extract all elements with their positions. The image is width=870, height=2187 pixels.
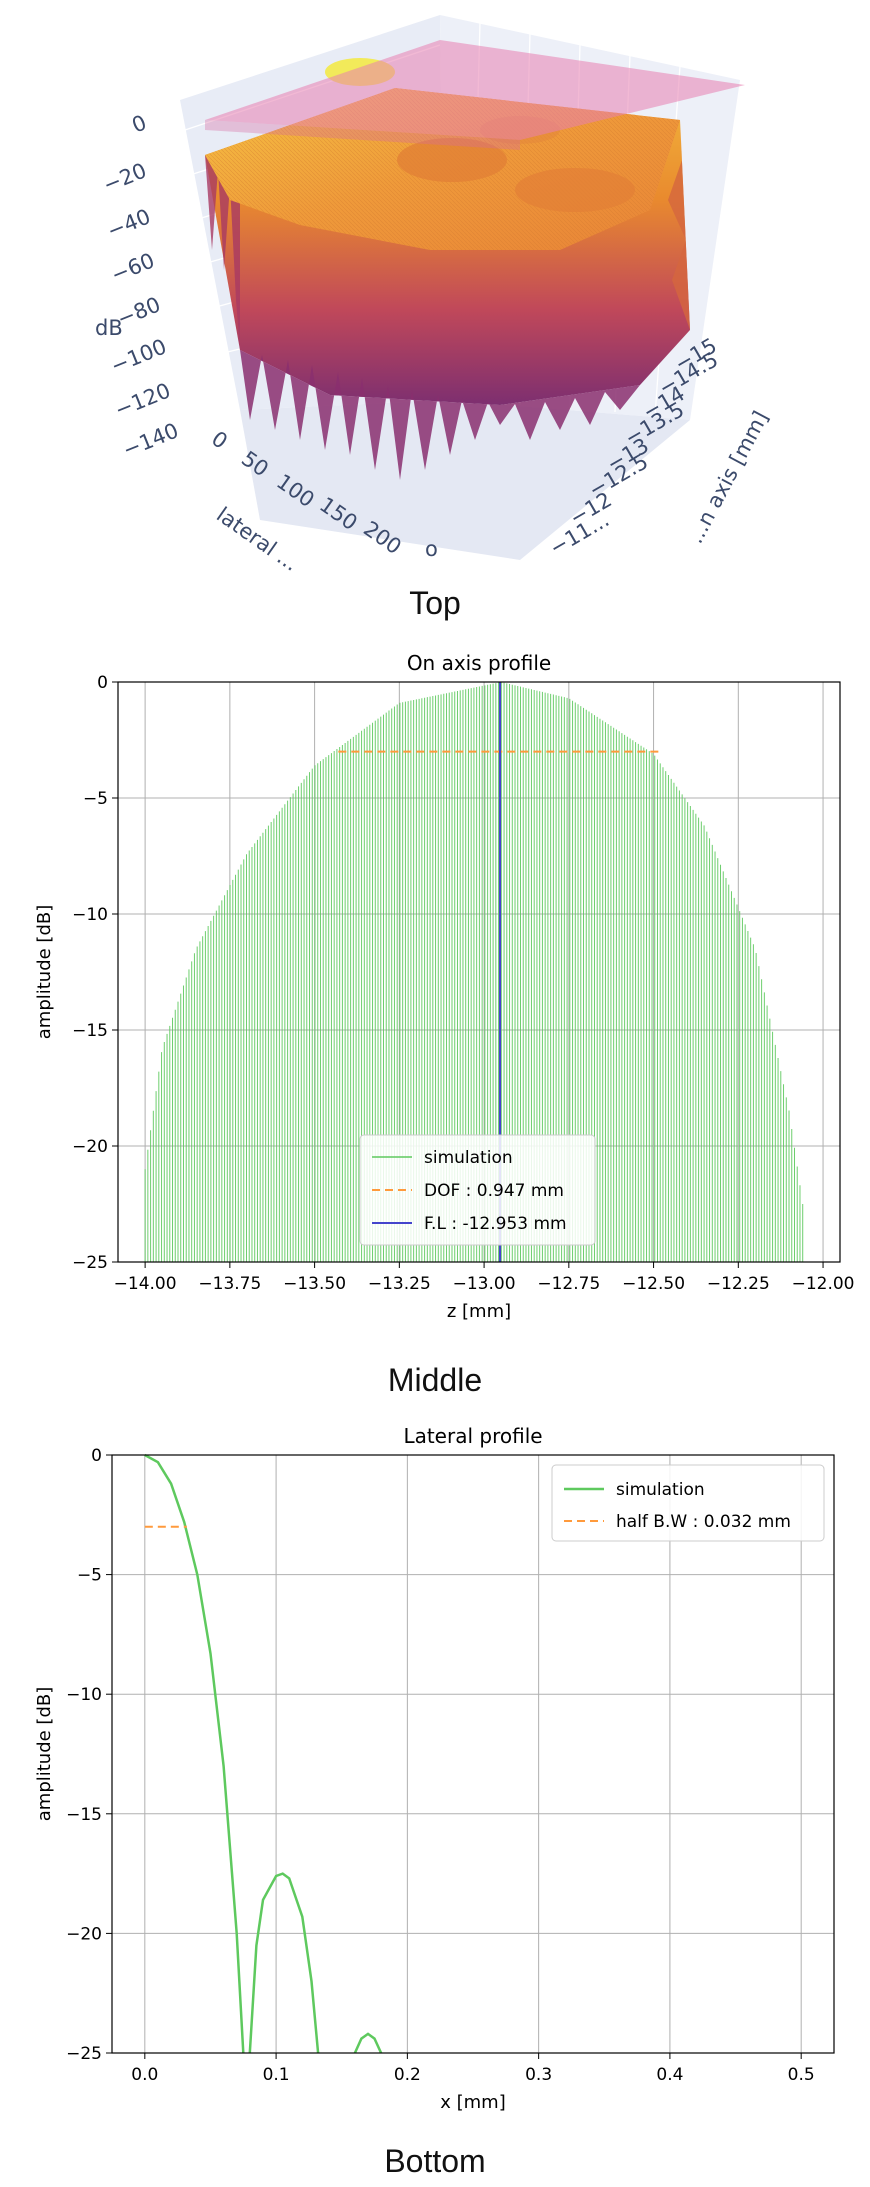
caption-bottom: Bottom (384, 2143, 486, 2179)
z-tick: −120 (111, 378, 173, 422)
surface-3d-plot: 0 −20 −40 −60 −80 −100 −120 −140 dB 0 50… (95, 15, 773, 576)
x-tick-label: 0.0 (131, 2065, 158, 2085)
caption-middle: Middle (387, 1362, 483, 1398)
chart-title: On axis profile (407, 651, 551, 675)
z-axis-ticks: 0 −20 −40 −60 −80 −100 −120 −140 (100, 110, 182, 462)
z-tick: −20 (100, 158, 150, 197)
y-tick-label: 0 (97, 673, 108, 693)
y-tick-label: −10 (72, 905, 108, 925)
x-tick-label: −12.25 (707, 1274, 770, 1294)
legend-label: half B.W : 0.032 mm (616, 1512, 791, 1532)
y-tick-label: −20 (66, 1924, 102, 1944)
x-tick-label: 0.3 (525, 2065, 552, 2085)
legend-label: DOF : 0.947 mm (424, 1181, 564, 1201)
x-tick-label: 0.5 (788, 2065, 815, 2085)
z-axis-label: dB (95, 316, 123, 340)
y-tick-label: −10 (66, 1685, 102, 1705)
x-tick-label: −12.50 (622, 1274, 685, 1294)
x-axis-label: x [mm] (440, 2092, 506, 2113)
y-tick-label: −5 (83, 789, 108, 809)
y-axis-label: ...n axis [mm] (683, 407, 773, 547)
caption-top: Top (409, 585, 461, 621)
y-tick-label: −5 (77, 1566, 102, 1586)
x-tick-label: −13.25 (368, 1274, 431, 1294)
x-tick-label: 0.2 (394, 2065, 421, 2085)
x-tick-label: −13.50 (283, 1274, 346, 1294)
y-axis-label: amplitude [dB] (34, 905, 55, 1040)
x-axis-label: z [mm] (447, 1301, 511, 1322)
legend-label: simulation (616, 1480, 705, 1500)
plot-frame (111, 1454, 835, 2054)
x-tick-label: −13.00 (453, 1274, 516, 1294)
y-axis-label: amplitude [dB] (34, 1687, 55, 1822)
x-tick-cut: o (425, 537, 438, 561)
x-tick-label: −12.00 (792, 1274, 855, 1294)
z-tick: −100 (107, 334, 169, 378)
x-tick: 0 (207, 426, 232, 453)
legend-label: F.L : -12.953 mm (424, 1214, 567, 1234)
threshold-plane (205, 40, 745, 140)
top-panel: 0 −20 −40 −60 −80 −100 −120 −140 dB 0 50… (0, 0, 870, 580)
x-tick-label: −14.00 (114, 1274, 177, 1294)
x-tick-label: 0.1 (263, 2065, 290, 2085)
plot-frame (117, 681, 841, 1263)
y-tick-label: −20 (72, 1137, 108, 1157)
simulation-series (144, 1453, 383, 2054)
simulation-lobe (144, 1453, 245, 2054)
legend-box (551, 1464, 825, 1542)
simulation-lobe (248, 1872, 320, 2054)
x-tick-label: −12.75 (537, 1274, 600, 1294)
chart-title: Lateral profile (403, 1424, 542, 1448)
y-tick-label: −25 (66, 2044, 102, 2064)
z-tick: −60 (108, 248, 158, 287)
z-tick: −40 (104, 204, 154, 243)
z-tick: −140 (119, 418, 181, 462)
y-tick-label: −25 (72, 1253, 108, 1273)
legend-label: simulation (424, 1148, 513, 1168)
lateral-profile-chart: Lateral profile 0.0 0.1 0.2 0.3 0.4 0.5 0 −5 −10 −… (34, 1424, 835, 2113)
x-tick-label: 0.4 (656, 2065, 683, 2085)
simulation-lobe (353, 2032, 383, 2054)
y-tick-label: −15 (72, 1021, 108, 1041)
y-tick-label: −15 (66, 1805, 102, 1825)
y-tick-label: 0 (91, 1446, 102, 1466)
legend-box (359, 1134, 596, 1246)
z-tick: 0 (128, 110, 149, 137)
x-tick-label: −13.75 (198, 1274, 261, 1294)
on-axis-profile-chart: On axis profile −14.00 −13.75 −13.50 −13.25 −… (34, 651, 855, 1322)
